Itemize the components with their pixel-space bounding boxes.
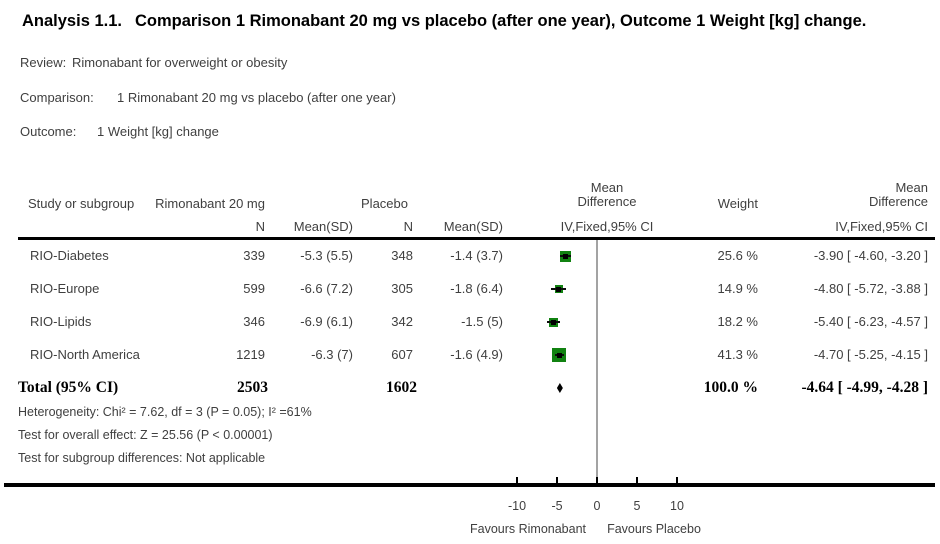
- table-top-rule: [18, 237, 935, 240]
- review-value: Rimonabant for overweight or obesity: [72, 55, 288, 70]
- point-estimate-dot: [556, 286, 562, 292]
- placebo-n-value: 342: [391, 314, 413, 329]
- treatment-n-value: 1219: [236, 347, 265, 362]
- col-header-effect-method-text: IV,Fixed,95% CI: [835, 219, 928, 234]
- analysis-title-prefix: Analysis 1.1.: [22, 12, 122, 30]
- point-estimate-dot: [563, 253, 569, 259]
- comparison-value: 1 Rimonabant 20 mg vs placebo (after one…: [117, 90, 396, 105]
- total-md-ci: -4.64 [ -4.99, -4.28 ]: [801, 379, 928, 396]
- zero-effect-line: [596, 240, 598, 483]
- placebo-n-value: 607: [391, 347, 413, 362]
- comparison-label: Comparison:: [20, 90, 94, 105]
- col-header-effect-plot-line2: Difference: [577, 194, 637, 209]
- col-header-effect-plot: Mean Difference: [524, 181, 690, 209]
- overall-effect-text: Test for overall effect: Z = 25.56 (P < …: [18, 428, 273, 442]
- col-header-placebo-mean-sd: Mean(SD): [443, 219, 503, 234]
- axis-tick: [636, 477, 638, 483]
- study-name: RIO-North America: [30, 347, 140, 362]
- treatment-n-value: 599: [243, 281, 265, 296]
- col-header-effect-text-line2: Difference: [868, 194, 928, 209]
- col-header-effect-text-line1: Mean: [895, 180, 928, 195]
- axis-tick-label: 10: [670, 499, 684, 513]
- axis-tick: [596, 477, 598, 483]
- total-weight: 100.0 %: [703, 379, 758, 396]
- heterogeneity-text: Heterogeneity: Chi² = 7.62, df = 3 (P = …: [18, 405, 312, 419]
- md-ci-value: -4.80 [ -5.72, -3.88 ]: [813, 281, 928, 296]
- point-estimate-dot: [556, 352, 562, 358]
- outcome-label: Outcome:: [20, 124, 77, 139]
- axis-tick-label: 0: [593, 499, 601, 513]
- analysis-title-rest: Comparison 1 Rimonabant 20 mg vs placebo…: [134, 12, 867, 30]
- md-ci-value: -4.70 [ -5.25, -4.15 ]: [813, 347, 928, 362]
- col-header-control-group: Placebo: [361, 196, 408, 211]
- weight-value: 25.6 %: [717, 248, 758, 263]
- weight-value: 14.9 %: [717, 281, 758, 296]
- md-ci-value: -5.40 [ -6.23, -4.57 ]: [813, 314, 928, 329]
- placebo-n-value: 348: [391, 248, 413, 263]
- treatment-mean-sd-value: -6.6 (7.2): [300, 281, 353, 296]
- col-header-treatment-mean-sd: Mean(SD): [293, 219, 353, 234]
- col-header-placebo-n: N: [403, 219, 413, 234]
- col-header-effect-plot-line1: Mean: [590, 180, 624, 195]
- placebo-mean-sd-value: -1.5 (5): [461, 314, 503, 329]
- col-header-effect-text: Mean Difference: [728, 181, 928, 209]
- axis-tick-label: -10: [507, 499, 527, 513]
- axis-tick: [676, 477, 678, 483]
- col-header-weight: Weight: [717, 196, 758, 211]
- total-treatment-n: 2503: [237, 379, 268, 396]
- total-effect-diamond: [556, 383, 563, 393]
- treatment-mean-sd-value: -6.3 (7): [311, 347, 353, 362]
- col-header-treatment-group: Rimonabant 20 mg: [155, 196, 265, 211]
- study-name: RIO-Europe: [30, 281, 100, 296]
- axis-tick-label: -5: [551, 499, 563, 513]
- placebo-mean-sd-value: -1.8 (6.4): [450, 281, 503, 296]
- total-label: Total (95% CI): [18, 379, 119, 396]
- study-name: RIO-Lipids: [30, 314, 92, 329]
- analysis-title: Analysis 1.1. Comparison 1 Rimonabant 20 …: [22, 12, 866, 31]
- subgroup-differences-text: Test for subgroup differences: Not appli…: [18, 451, 266, 465]
- treatment-mean-sd-value: -5.3 (5.5): [300, 248, 353, 263]
- point-estimate-dot: [551, 319, 557, 325]
- axis-base-rule: [4, 483, 935, 487]
- axis-tick: [516, 477, 518, 483]
- outcome-value: 1 Weight [kg] change: [97, 124, 219, 139]
- col-header-study: Study or subgroup: [28, 196, 135, 211]
- md-ci-value: -3.90 [ -4.60, -3.20 ]: [813, 248, 928, 263]
- favours-right-label: Favours Placebo: [607, 522, 701, 536]
- placebo-mean-sd-value: -1.4 (3.7): [450, 248, 503, 263]
- placebo-mean-sd-value: -1.6 (4.9): [450, 347, 503, 362]
- weight-value: 18.2 %: [717, 314, 758, 329]
- col-header-effect-method-plot: IV,Fixed,95% CI: [560, 219, 654, 234]
- treatment-mean-sd-value: -6.9 (6.1): [300, 314, 353, 329]
- weight-value: 41.3 %: [717, 347, 758, 362]
- review-label: Review:: [20, 55, 67, 70]
- study-name: RIO-Diabetes: [30, 248, 109, 263]
- axis-tick: [556, 477, 558, 483]
- treatment-n-value: 346: [243, 314, 265, 329]
- total-placebo-n: 1602: [386, 379, 417, 396]
- col-header-treatment-n: N: [255, 219, 265, 234]
- favours-left-label: Favours Rimonabant: [469, 522, 587, 536]
- treatment-n-value: 339: [243, 248, 265, 263]
- axis-tick-label: 5: [633, 499, 641, 513]
- placebo-n-value: 305: [391, 281, 413, 296]
